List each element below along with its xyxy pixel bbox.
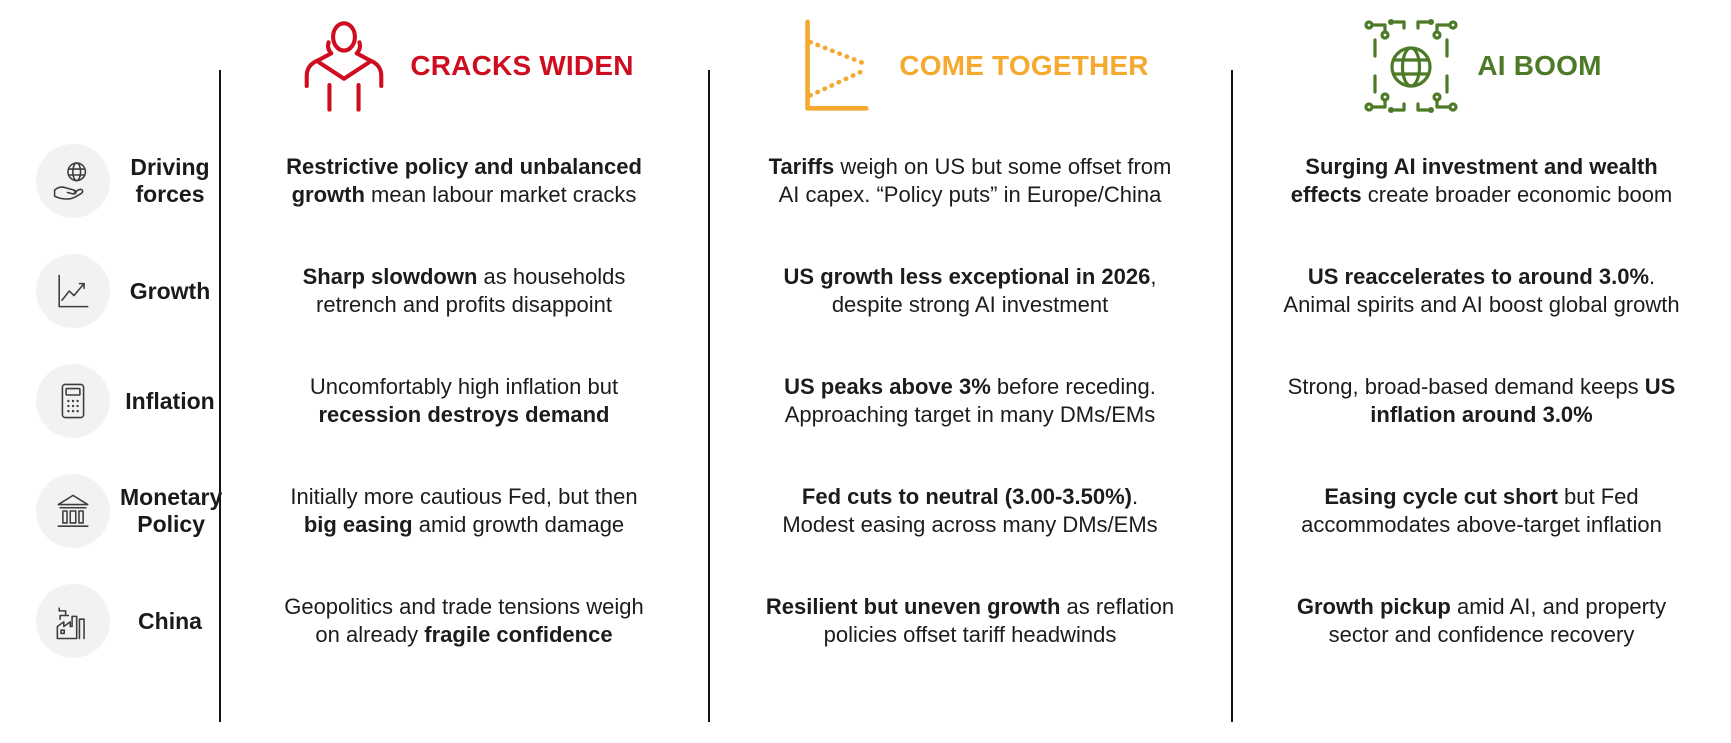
cell-growth-come-together: US growth less exceptional in 2026, despi… bbox=[708, 236, 1232, 346]
cell-text-line: Sharp slowdown as households bbox=[302, 263, 626, 289]
cell-text-line: Growth pickup amid AI, and property bbox=[1296, 593, 1667, 619]
cell-text-line: Approaching target in many DMs/EMs bbox=[784, 402, 1156, 427]
row-label-growth: Growth bbox=[0, 236, 220, 346]
globe-in-hand-icon bbox=[36, 144, 110, 218]
cell-monetary-policy-come-together: Fed cuts to neutral (3.00-3.50%). Modest … bbox=[708, 456, 1232, 566]
scenario-title: CRACKS WIDEN bbox=[410, 50, 634, 81]
scenario-header-come-together: COME TOGETHER bbox=[708, 0, 1232, 126]
row-label-monetary-policy: Monetary Policy bbox=[0, 456, 223, 566]
cell-text-line: US peaks above 3% before receding. bbox=[784, 373, 1156, 399]
cell-monetary-policy-cracks-widen: Initially more cautious Fed, but then big… bbox=[220, 456, 708, 566]
cell-growth-ai-boom: US reaccelerates to around 3.0%. Animal s… bbox=[1232, 236, 1731, 346]
cell-china-come-together: Resilient but uneven growth as reflation… bbox=[708, 566, 1232, 676]
row-label-inflation: Inflation bbox=[0, 346, 220, 456]
cell-text-line: big easing amid growth damage bbox=[303, 512, 625, 537]
stressed-person-icon bbox=[294, 16, 394, 116]
cell-text-line: Tariffs weigh on US but some offset from bbox=[768, 153, 1172, 179]
cell-monetary-policy-ai-boom: Easing cycle cut short but Fed accommodat… bbox=[1232, 456, 1731, 566]
cell-text-line: policies offset tariff headwinds bbox=[823, 622, 1117, 647]
cell-text-line: Strong, broad-based demand keeps US bbox=[1287, 373, 1676, 399]
cell-growth-cracks-widen: Sharp slowdown as households retrench and… bbox=[220, 236, 708, 346]
row-label-text: Driving forces bbox=[130, 154, 210, 207]
row-label-text: Growth bbox=[129, 277, 211, 304]
cell-text-line: inflation around 3.0% bbox=[1370, 402, 1593, 427]
cell-inflation-come-together: US peaks above 3% before receding. Approa… bbox=[708, 346, 1232, 456]
cell-text-line: accommodates above-target inflation bbox=[1301, 512, 1662, 537]
cell-text-line: retrench and profits disappoint bbox=[316, 292, 612, 317]
cell-inflation-cracks-widen: Uncomfortably high inflation but recessio… bbox=[220, 346, 708, 456]
cell-text-line: despite strong AI investment bbox=[831, 292, 1109, 317]
row-label-text: Inflation bbox=[125, 387, 215, 414]
cell-text-line: US reaccelerates to around 3.0%. bbox=[1307, 263, 1656, 289]
factory-icon bbox=[36, 584, 110, 658]
column-divider-1-2 bbox=[708, 70, 710, 722]
cell-text-line: Geopolitics and trade tensions weigh bbox=[284, 593, 644, 619]
scenario-header-cracks-widen: CRACKS WIDEN bbox=[220, 0, 708, 126]
cell-text-line: US growth less exceptional in 2026, bbox=[783, 263, 1157, 289]
cell-text-line: AI capex. “Policy puts” in Europe/China bbox=[778, 182, 1162, 207]
row-label-text: Monetary Policy bbox=[120, 484, 223, 537]
cell-text-line: Animal spirits and AI boost global growt… bbox=[1283, 292, 1680, 317]
bank-icon bbox=[36, 474, 110, 548]
cell-text-line: Easing cycle cut short but Fed bbox=[1324, 483, 1639, 509]
cell-inflation-ai-boom: Strong, broad-based demand keeps US infla… bbox=[1232, 346, 1731, 456]
cell-china-cracks-widen: Geopolitics and trade tensions weigh on a… bbox=[220, 566, 708, 676]
row-label-driving-forces: Driving forces bbox=[0, 126, 220, 236]
scenario-title: COME TOGETHER bbox=[899, 50, 1149, 81]
cell-text-line: Fed cuts to neutral (3.00-3.50%). bbox=[801, 483, 1139, 509]
cell-text-line: recession destroys demand bbox=[318, 402, 610, 427]
cell-driving-forces-come-together: Tariffs weigh on US but some offset from… bbox=[708, 126, 1232, 236]
cell-text-line: Surging AI investment and wealth bbox=[1305, 153, 1658, 179]
converging-lines-chart-icon bbox=[791, 18, 883, 114]
cell-driving-forces-ai-boom: Surging AI investment and wealth effects … bbox=[1232, 126, 1731, 236]
cell-text-line: Uncomfortably high inflation but bbox=[309, 373, 619, 399]
cell-text-line: Modest easing across many DMs/EMs bbox=[782, 512, 1158, 537]
cell-text-line: Initially more cautious Fed, but then bbox=[290, 483, 638, 509]
cell-text-line: Resilient but uneven growth as reflation bbox=[765, 593, 1175, 619]
ai-circuit-globe-icon bbox=[1361, 16, 1461, 116]
column-divider-labels bbox=[219, 70, 221, 722]
scenario-header-ai-boom: AI BOOM bbox=[1232, 0, 1731, 126]
cell-text-line: Restrictive policy and unbalanced bbox=[286, 153, 642, 179]
calculator-icon bbox=[36, 364, 110, 438]
row-label-text: China bbox=[138, 607, 202, 634]
cell-text-line: sector and confidence recovery bbox=[1328, 622, 1635, 647]
row-label-china: China bbox=[0, 566, 220, 676]
cell-text-line: effects create broader economic boom bbox=[1290, 182, 1673, 207]
line-chart-up-icon bbox=[36, 254, 110, 328]
cell-text-line: growth mean labour market cracks bbox=[291, 182, 637, 207]
cell-driving-forces-cracks-widen: Restrictive policy and unbalanced growth … bbox=[220, 126, 708, 236]
cell-text-line: on already fragile confidence bbox=[315, 622, 613, 647]
scenario-title: AI BOOM bbox=[1477, 50, 1602, 81]
cell-china-ai-boom: Growth pickup amid AI, and property secto… bbox=[1232, 566, 1731, 676]
column-divider-2-3 bbox=[1231, 70, 1233, 722]
